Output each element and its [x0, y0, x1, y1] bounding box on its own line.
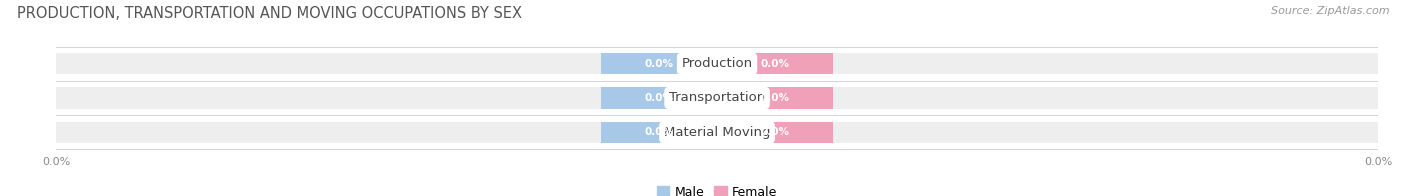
Legend: Male, Female: Male, Female: [652, 181, 782, 196]
Bar: [717, 87, 834, 109]
Text: Material Moving: Material Moving: [664, 126, 770, 139]
Bar: [600, 87, 717, 109]
Text: 0.0%: 0.0%: [761, 93, 790, 103]
Text: 0.0%: 0.0%: [644, 93, 673, 103]
Bar: [717, 122, 834, 143]
Text: Transportation: Transportation: [669, 92, 765, 104]
Bar: [717, 53, 834, 74]
Bar: [56, 87, 1378, 109]
Bar: [600, 53, 717, 74]
Text: Production: Production: [682, 57, 752, 70]
Text: 0.0%: 0.0%: [761, 59, 790, 69]
Text: 0.0%: 0.0%: [761, 127, 790, 137]
Text: PRODUCTION, TRANSPORTATION AND MOVING OCCUPATIONS BY SEX: PRODUCTION, TRANSPORTATION AND MOVING OC…: [17, 6, 522, 21]
Text: 0.0%: 0.0%: [644, 59, 673, 69]
Bar: [56, 122, 1378, 143]
Text: 0.0%: 0.0%: [644, 127, 673, 137]
Bar: [56, 53, 1378, 74]
Bar: [600, 122, 717, 143]
Text: Source: ZipAtlas.com: Source: ZipAtlas.com: [1271, 6, 1389, 16]
